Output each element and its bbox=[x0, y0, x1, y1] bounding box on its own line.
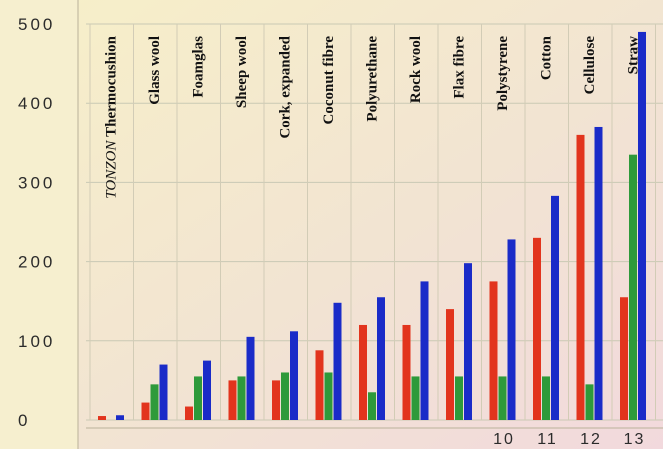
bar bbox=[629, 154, 637, 420]
bar bbox=[141, 402, 150, 420]
category-name: Straw bbox=[626, 36, 642, 74]
bar bbox=[377, 297, 385, 420]
y-tick-label: 500 bbox=[18, 15, 55, 34]
category-name: Thermocushion bbox=[104, 35, 120, 137]
y-tick-label: 400 bbox=[18, 94, 55, 113]
category-name: Polyurethane bbox=[365, 36, 381, 122]
category-number: 13 bbox=[624, 431, 646, 448]
category-label: Rock wool bbox=[408, 36, 424, 103]
category-name: Cotton bbox=[539, 35, 555, 80]
bar bbox=[185, 406, 193, 420]
bar bbox=[489, 281, 498, 420]
category-label: Polyurethane bbox=[365, 36, 381, 122]
category-name: Rock wool bbox=[408, 36, 424, 103]
bar bbox=[237, 376, 246, 420]
category-label: Cotton bbox=[539, 35, 555, 80]
category-label: Cork, expanded bbox=[278, 35, 294, 138]
bar bbox=[551, 195, 559, 420]
category-label: Cellulose bbox=[582, 36, 598, 95]
category-name: Glass wool bbox=[147, 36, 163, 105]
bar bbox=[150, 384, 159, 420]
bar bbox=[194, 376, 202, 420]
bar bbox=[594, 126, 603, 421]
bar bbox=[455, 376, 463, 420]
category-label: TONZON Thermocushion bbox=[104, 35, 120, 198]
category-name: Flax fibre bbox=[452, 36, 468, 99]
category-name: Polystyrene bbox=[495, 36, 511, 111]
category-name: Sheep wool bbox=[234, 36, 250, 108]
bar bbox=[464, 263, 472, 420]
y-tick-label: 300 bbox=[18, 173, 55, 192]
bar bbox=[620, 297, 628, 420]
bar bbox=[281, 372, 289, 420]
category-number: 10 bbox=[493, 431, 515, 448]
bar bbox=[507, 239, 516, 420]
bar bbox=[228, 380, 237, 420]
bar bbox=[359, 324, 367, 420]
y-tick-label: 0 bbox=[18, 411, 30, 430]
bar bbox=[533, 237, 541, 420]
bar bbox=[638, 31, 646, 420]
bar bbox=[446, 309, 454, 420]
bar bbox=[272, 380, 280, 420]
bar bbox=[402, 324, 411, 420]
category-name: Cellulose bbox=[582, 36, 598, 95]
bar bbox=[411, 376, 420, 420]
bar bbox=[324, 372, 333, 420]
bar bbox=[203, 360, 211, 420]
category-label: Foamglas bbox=[191, 36, 207, 98]
category-label: Polystyrene bbox=[495, 36, 511, 111]
category-number: 12 bbox=[580, 431, 602, 448]
category-name: Foamglas bbox=[191, 36, 207, 98]
bar bbox=[498, 376, 507, 420]
y-tick-label: 200 bbox=[18, 253, 55, 272]
axis-layer: 0 100 200 300 400 500 bbox=[18, 0, 663, 449]
category-label: Glass wool bbox=[147, 36, 163, 105]
category-name: Cork, expanded bbox=[278, 35, 294, 138]
bar bbox=[98, 416, 106, 420]
bar bbox=[315, 350, 324, 420]
y-tick-label: 100 bbox=[18, 332, 55, 351]
category-name: Coconut fibre bbox=[321, 36, 337, 125]
category-label: Sheep wool bbox=[234, 36, 250, 108]
bar bbox=[290, 331, 298, 420]
category-number: 11 bbox=[537, 431, 558, 448]
bar bbox=[368, 392, 376, 420]
category-prefix: TONZON bbox=[104, 137, 120, 199]
category-label: Coconut fibre bbox=[321, 36, 337, 125]
bar bbox=[576, 134, 585, 420]
bar bbox=[333, 302, 342, 420]
bar bbox=[542, 376, 550, 420]
bar bbox=[420, 281, 429, 420]
bar bbox=[159, 364, 168, 420]
bar bbox=[116, 415, 124, 420]
bar bbox=[246, 336, 255, 420]
bar bbox=[585, 384, 594, 420]
bar-layer bbox=[98, 31, 646, 421]
y-axis-panel bbox=[0, 0, 78, 449]
category-label-layer: TONZON Thermocushion Glass wool Foamglas Sh… bbox=[104, 35, 646, 448]
category-label: Straw bbox=[626, 36, 642, 74]
category-label: Flax fibre bbox=[452, 36, 468, 99]
